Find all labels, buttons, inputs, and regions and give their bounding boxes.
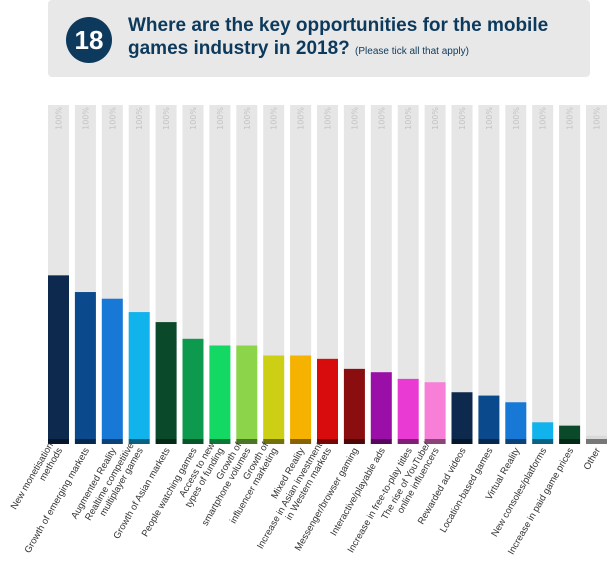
bar-base-growth-of-asian-markets	[155, 439, 177, 444]
bar-max-label: 100%	[458, 107, 467, 130]
bar-growth-of-asian-markets	[155, 322, 177, 439]
bar-virtual-reality	[505, 402, 527, 439]
bar-background-location-based-games	[478, 105, 500, 444]
bar-realtime-competitive-multiplayer-games	[128, 312, 150, 439]
bar-background-other	[586, 105, 607, 444]
bar-base-new-consoles-platforms	[532, 439, 554, 444]
bar-new-consoles-platforms	[532, 422, 554, 439]
bar-base-access-to-new-types-of-funding	[209, 439, 231, 444]
question-note: (Please tick all that apply)	[355, 46, 469, 57]
bar-increase-in-free-to-play-titles	[397, 378, 419, 439]
bar-mixed-reality	[290, 355, 312, 439]
bar-location-based-games	[478, 395, 500, 439]
bar-max-label: 100%	[55, 107, 64, 130]
bar-the-rise-of-youtube-online-influencers	[424, 382, 446, 439]
bar-base-rewarded-ad-videos	[451, 439, 473, 444]
question-number-badge: 18	[66, 17, 112, 63]
bar-max-label: 100%	[593, 107, 602, 130]
bar-messenger-browser-gaming	[343, 368, 365, 439]
bar-max-label: 100%	[512, 107, 521, 130]
bar-base-other	[586, 439, 607, 444]
bar-rewarded-ad-videos	[451, 392, 473, 439]
bar-people-watching-games	[182, 338, 204, 439]
bar-max-label: 100%	[404, 107, 413, 130]
bar-max-label: 100%	[216, 107, 225, 130]
bar-base-growth-of-smartphone-volumes	[236, 439, 258, 444]
bar-background-the-rise-of-youtube-online-influencers	[424, 105, 446, 444]
bar-base-messenger-browser-gaming	[343, 439, 365, 444]
bar-base-growth-of-emerging-markets	[74, 439, 96, 444]
bar-max-label: 100%	[135, 107, 144, 130]
bar-base-new-monetisation-methods	[48, 439, 69, 444]
bar-max-label: 100%	[162, 107, 171, 130]
bar-increase-in-paid-game-prices	[559, 425, 581, 439]
bar-base-mixed-reality	[290, 439, 312, 444]
bar-background-messenger-browser-gaming	[343, 105, 365, 444]
bar-other	[586, 435, 607, 439]
bar-growth-of-emerging-markets	[74, 292, 96, 439]
bar-background-new-consoles-platforms	[532, 105, 554, 444]
bar-new-monetisation-methods	[48, 275, 69, 439]
bar-max-label: 100%	[350, 107, 359, 130]
bar-max-label: 100%	[270, 107, 279, 130]
bar-max-label: 100%	[297, 107, 306, 130]
bar-increase-in-asian-investment-in-western-markets	[317, 358, 338, 439]
bar-max-label: 100%	[243, 107, 252, 130]
bar-background-virtual-reality	[505, 105, 527, 444]
bar-growth-of-smartphone-volumes	[236, 345, 258, 439]
bar-background-interactive-playable-ads	[370, 105, 392, 444]
bar-background-increase-in-free-to-play-titles	[397, 105, 419, 444]
bar-base-the-rise-of-youtube-online-influencers	[424, 439, 446, 444]
bar-base-realtime-competitive-multiplayer-games	[128, 439, 150, 444]
bar-max-label: 100%	[324, 107, 333, 130]
bar-max-label: 100%	[81, 107, 90, 130]
bar-max-label: 100%	[431, 107, 440, 130]
bar-base-interactive-playable-ads	[370, 439, 392, 444]
question-header: 18 Where are the key opportunities for t…	[48, 0, 590, 77]
bar-growth-of-influencer-marketing	[263, 355, 285, 439]
bar-max-label: 100%	[539, 107, 548, 130]
question-title-text: Where are the key opportunities for the …	[128, 15, 549, 59]
bar-max-label: 100%	[485, 107, 494, 130]
question-title: Where are the key opportunities for the …	[128, 14, 573, 63]
bar-augmented-reality	[101, 298, 123, 439]
bar-background-increase-in-paid-game-prices	[559, 105, 581, 444]
bar-interactive-playable-ads	[370, 372, 392, 439]
bar-base-increase-in-asian-investment-in-western-markets	[317, 439, 338, 444]
bar-max-label: 100%	[377, 107, 386, 130]
bar-access-to-new-types-of-funding	[209, 345, 231, 439]
bar-base-location-based-games	[478, 439, 500, 444]
bar-base-virtual-reality	[505, 439, 527, 444]
bar-base-augmented-reality	[101, 439, 123, 444]
bar-base-increase-in-paid-game-prices	[559, 439, 581, 444]
bar-base-growth-of-influencer-marketing	[263, 439, 285, 444]
bar-max-label: 100%	[566, 107, 575, 130]
bar-base-increase-in-free-to-play-titles	[397, 439, 419, 444]
bar-max-label: 100%	[108, 107, 117, 130]
category-label-other: Other	[582, 446, 603, 472]
bar-base-people-watching-games	[182, 439, 204, 444]
bar-background-rewarded-ad-videos	[451, 105, 473, 444]
bar-max-label: 100%	[189, 107, 198, 130]
